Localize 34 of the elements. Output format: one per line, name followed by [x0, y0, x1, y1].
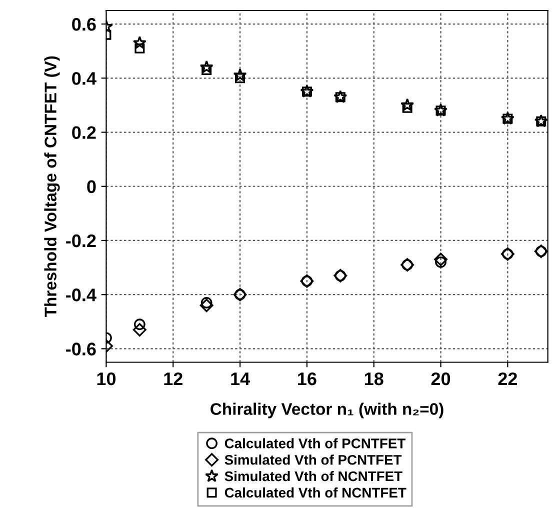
point: [435, 256, 446, 268]
point: [434, 252, 448, 266]
legend-label: Simulated Vth of PCNTFET: [224, 454, 402, 465]
point: [400, 98, 414, 112]
legend-label: Calculated Vth of NCNTFET: [224, 487, 406, 498]
y-tick-label: 0: [87, 180, 96, 194]
x-tick-label: 20: [431, 372, 450, 386]
point: [200, 60, 214, 74]
x-tick-label: 18: [364, 372, 384, 386]
point: [233, 68, 247, 82]
x-tick-label: 12: [164, 372, 182, 386]
point: [134, 318, 146, 330]
point: [134, 43, 145, 54]
x-tick-label: 10: [97, 372, 116, 386]
x-tick-label: 22: [498, 372, 517, 386]
point: [235, 73, 246, 84]
y-tick-label: 0.2: [72, 126, 96, 139]
y-tick-label: -0.6: [66, 342, 96, 356]
y-tick-label: 0.4: [72, 72, 96, 85]
x-tick-label: 16: [298, 372, 316, 386]
legend-label: Simulated Vth of NCNTFET: [224, 470, 402, 482]
point: [132, 36, 146, 49]
point: [200, 298, 214, 312]
point: [402, 102, 412, 113]
point: [132, 323, 146, 337]
y-tick-label: 0.6: [72, 18, 96, 31]
legend-label: Calculated Vth of PCNTFET: [224, 438, 406, 448]
point: [202, 65, 212, 76]
y-tick-label: -0.4: [66, 288, 96, 302]
point: [200, 297, 212, 308]
y-tick-label: -0.2: [66, 234, 96, 248]
x-tick-label: 14: [231, 372, 250, 386]
x-axis-title: Chirality Vector n₁ (with n₂=0): [210, 402, 444, 418]
y-axis-title: Threshold Voltage of CNTFET (V): [44, 56, 60, 318]
